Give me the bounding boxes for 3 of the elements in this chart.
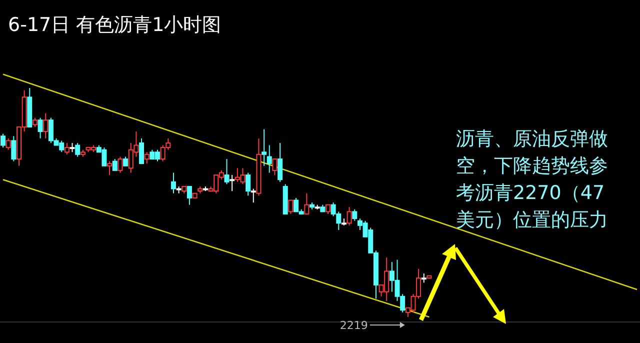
- text: 2219: [340, 319, 368, 332]
- chart-title: 6-17日 有色沥青1小时图: [8, 13, 222, 38]
- annotation: 沥青、原油反弹做空，下降趋势线参考沥青2270（47美元）位置的压力: [456, 127, 609, 233]
